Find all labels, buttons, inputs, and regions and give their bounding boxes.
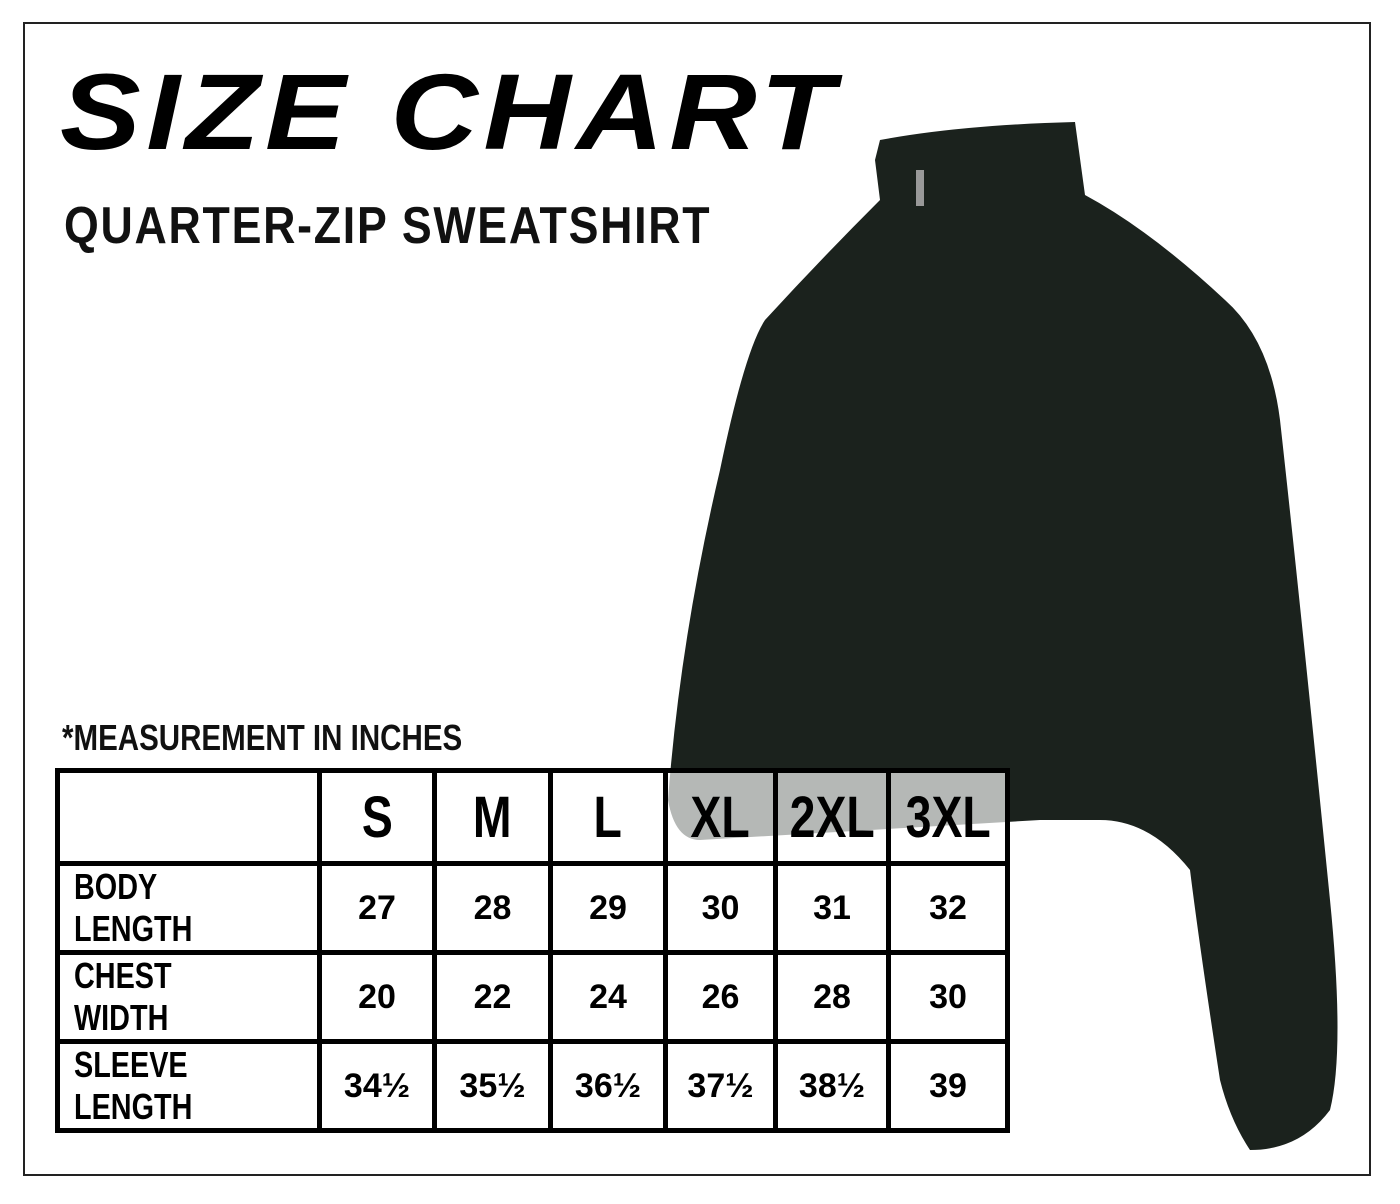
table-cell: 24 [548,950,668,1044]
size-table: S M L XL 2XL 3XL BODY LENGTH 27 28 29 30… [55,768,1010,1133]
row-label: CHEST WIDTH [55,950,322,1044]
row-label: BODY LENGTH [55,861,322,955]
size-header: L [548,768,668,866]
size-header: 3XL [886,768,1010,866]
table-cell: 36½ [548,1039,668,1133]
product-subtitle: QUARTER-ZIP SWEATSHIRT [64,197,712,255]
table-cell: 30 [663,861,778,955]
size-header: XL [663,768,778,866]
page-title: SIZE CHART [60,51,840,172]
size-header: S [317,768,437,866]
row-label: SLEEVE LENGTH [55,1039,322,1133]
border-frame [23,22,1371,1176]
table-row: BODY LENGTH 27 28 29 30 31 32 [55,861,1010,955]
table-cell: 26 [663,950,778,1044]
measurement-note: *MEASUREMENT IN INCHES [62,717,463,758]
table-cell: 34½ [317,1039,437,1133]
table-cell: 27 [317,861,437,955]
table-row: CHEST WIDTH 20 22 24 26 28 30 [55,950,1010,1044]
size-header: 2XL [773,768,891,866]
size-header: M [432,768,553,866]
table-cell: 37½ [663,1039,778,1133]
table-cell: 38½ [773,1039,891,1133]
table-cell: 35½ [432,1039,553,1133]
table-row: SLEEVE LENGTH 34½ 35½ 36½ 37½ 38½ 39 [55,1039,1010,1133]
table-cell: 29 [548,861,668,955]
table-cell: 39 [886,1039,1010,1133]
table-cell: 30 [886,950,1010,1044]
table-cell: 28 [773,950,891,1044]
table-cell: 31 [773,861,891,955]
table-cell: 28 [432,861,553,955]
table-cell: 20 [317,950,437,1044]
table-cell: 22 [432,950,553,1044]
table-cell: 32 [886,861,1010,955]
size-header-row: S M L XL 2XL 3XL [55,768,1010,866]
empty-header-cell [55,768,322,866]
